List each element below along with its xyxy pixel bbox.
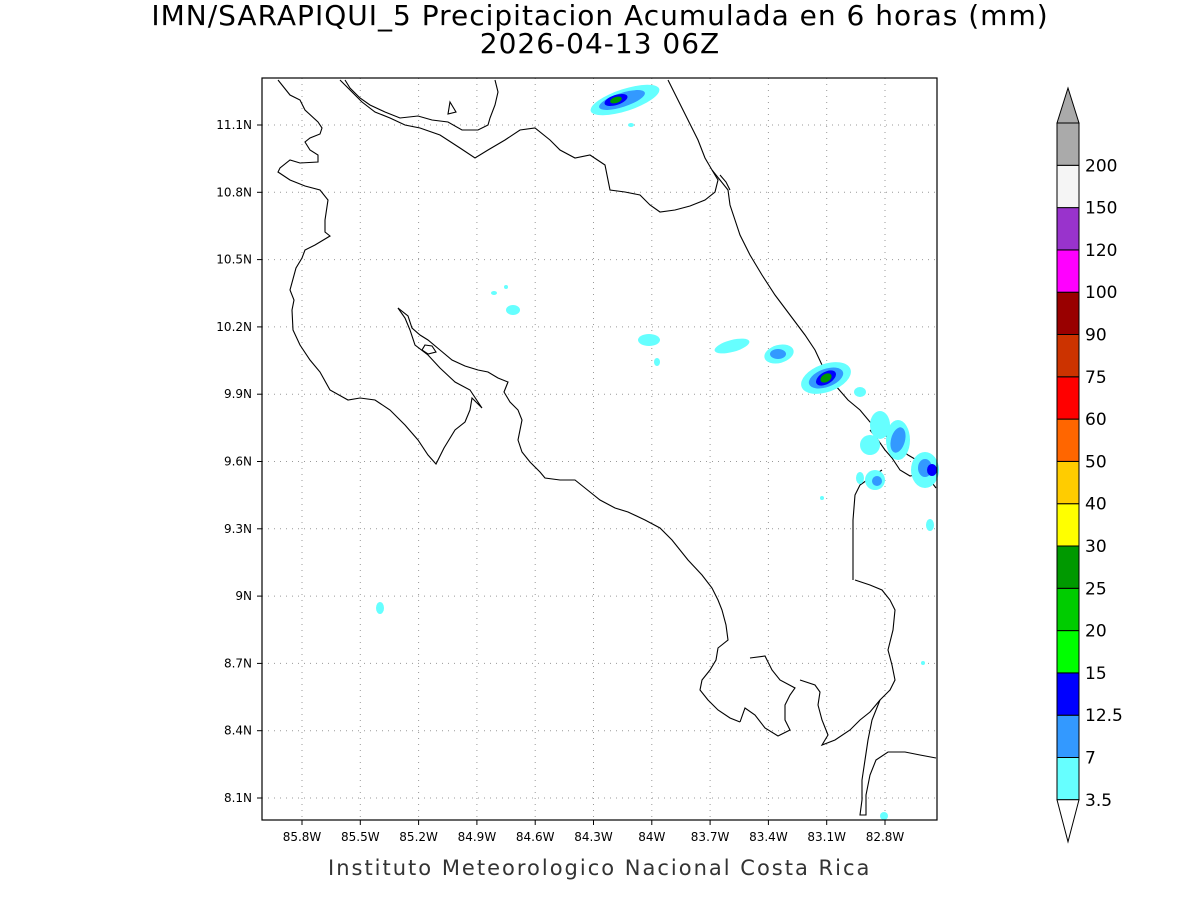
- lat-tick-label: 9N: [235, 589, 252, 603]
- colorbar-label: 60: [1085, 410, 1107, 430]
- colorbar-segment: [1056, 672, 1080, 716]
- title-line-2: 2026-04-13 06Z: [479, 27, 721, 60]
- lon-tick-label: 85.5W: [341, 830, 380, 844]
- colorbar-segment: [1056, 714, 1080, 759]
- lat-tick-label: 8.1N: [224, 791, 252, 805]
- lon-tick-label: 83.1W: [807, 830, 846, 844]
- title-line-1: IMN/SARAPIQUI_5 Precipitacion Acumulada …: [151, 0, 1049, 32]
- colorbar-label: 40: [1085, 495, 1107, 515]
- colorbar-label: 150: [1085, 199, 1117, 219]
- colorbar-label: 30: [1085, 537, 1107, 557]
- footer-credit: Instituto Meteorologico Nacional Costa R…: [328, 856, 872, 880]
- precip-cell-caribbean: [801, 362, 866, 397]
- lon-tick-label: 85.8W: [283, 830, 322, 844]
- precip-cell-north: [590, 84, 660, 127]
- lat-tick-label: 10.5N: [216, 253, 252, 267]
- nicaragua-border: [339, 79, 719, 213]
- colorbar-label: 90: [1085, 326, 1107, 346]
- lon-tick-label: 85.2W: [399, 830, 438, 844]
- colorbar-below-triangle: [1056, 799, 1080, 844]
- map-grid: [262, 78, 937, 820]
- precip-cell-southeast: [856, 411, 939, 490]
- colorbar-segment: [1056, 122, 1080, 166]
- colorbar-above-triangle: [1056, 86, 1080, 124]
- nicoya-gulf-coast: [397, 307, 741, 723]
- chart-title: IMN/SARAPIQUI_5 Precipitacion Acumulada …: [0, 2, 1200, 58]
- lat-tick-label: 10.8N: [216, 185, 252, 199]
- colorbar: 3.5 7 12.5 15 20 25 30 40 50 60 75 90 100 120 150 200: [1056, 86, 1123, 844]
- colorbar-segment: [1056, 164, 1080, 209]
- san-andres-fragment: [719, 174, 731, 191]
- lat-tick-label: 8.4N: [224, 724, 252, 738]
- lon-tick-label: 82.8W: [866, 830, 905, 844]
- lat-tick-label: 9.3N: [224, 522, 252, 536]
- colorbar-label: 50: [1085, 452, 1107, 472]
- colorbar-label: 200: [1085, 156, 1117, 176]
- colorbar-segment: [1056, 207, 1080, 251]
- colorbar-label: 12.5: [1085, 706, 1123, 726]
- colorbar-label: 7: [1085, 749, 1096, 769]
- isla-chira: [421, 344, 437, 355]
- latitude-axis: 11.1N 10.8N 10.5N 10.2N 9.9N 9.6N 9.3N 9N 8.7N 8.…: [216, 118, 262, 805]
- map-frame: [261, 77, 938, 821]
- pacific-coastline: [277, 79, 483, 465]
- colorbar-segment: [1056, 376, 1080, 420]
- colorbar-label: 3.5: [1085, 791, 1112, 811]
- lon-tick-label: 84.6W: [516, 830, 555, 844]
- lake-island: [447, 100, 457, 115]
- burica-coast: [859, 699, 937, 816]
- lake-nicaragua-shore: [344, 79, 499, 131]
- precip-cell-scattered: [376, 285, 934, 820]
- lon-tick-label: 83.7W: [691, 830, 730, 844]
- colorbar-label: 15: [1085, 664, 1107, 684]
- lon-tick-label: 84.9W: [458, 830, 497, 844]
- osa-peninsula-coast: [739, 655, 796, 737]
- colorbar-segment: [1056, 630, 1080, 674]
- lat-tick-label: 9.9N: [224, 387, 252, 401]
- colorbar-label: 100: [1085, 283, 1117, 303]
- colorbar-segment: [1056, 503, 1080, 547]
- colorbar-segment: [1056, 460, 1080, 505]
- precipitation-fields: [376, 84, 939, 820]
- colorbar-segment: [1056, 587, 1080, 632]
- colorbar-segment: [1056, 334, 1080, 378]
- colorbar-label: 75: [1085, 368, 1107, 388]
- colorbar-segment: [1056, 757, 1080, 801]
- precip-cell-central: [638, 334, 794, 366]
- longitude-axis: 85.8W 85.5W 85.2W 84.9W 84.6W 84.3W 84W 83.7W 83…: [283, 820, 905, 844]
- colorbar-segment: [1056, 291, 1080, 336]
- lat-tick-label: 8.7N: [224, 656, 252, 670]
- colorbar-label: 20: [1085, 622, 1107, 642]
- lon-tick-label: 84.3W: [574, 830, 613, 844]
- colorbar-label: 120: [1085, 241, 1117, 261]
- lat-tick-label: 10.2N: [216, 320, 252, 334]
- lat-tick-label: 9.6N: [224, 455, 252, 469]
- lat-tick-label: 11.1N: [216, 118, 252, 132]
- colorbar-label: 25: [1085, 579, 1107, 599]
- colorbar-segment: [1056, 545, 1080, 589]
- colorbar-segment: [1056, 249, 1080, 293]
- colorbar-segment: [1056, 418, 1080, 462]
- map-background: [262, 78, 937, 820]
- lon-tick-label: 83.4W: [749, 830, 788, 844]
- golfo-dulce-coast: [799, 579, 896, 747]
- lon-tick-label: 84W: [638, 830, 665, 844]
